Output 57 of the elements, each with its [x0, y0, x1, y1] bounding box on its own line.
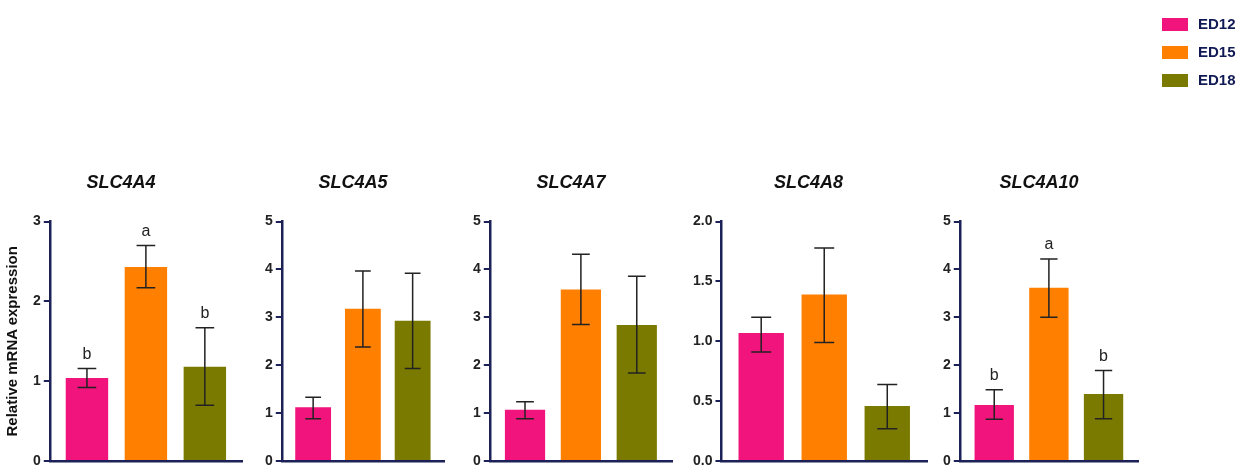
- annotation: b: [200, 304, 210, 322]
- bar: [738, 332, 784, 460]
- legend-label: ED12: [1198, 15, 1236, 33]
- y-tick-label: 0: [942, 451, 951, 468]
- y-tick-label: 0.5: [692, 392, 713, 409]
- y-tick-label: 1: [942, 403, 951, 420]
- y-tick-label: 2: [472, 356, 481, 373]
- y-tick-label: 4: [942, 260, 951, 277]
- y-tick-label: 1: [264, 403, 273, 420]
- y-tick-label: 0: [264, 451, 273, 468]
- annotation: a: [1044, 235, 1054, 253]
- y-tick-label: 5: [942, 212, 951, 229]
- y-tick-label: 3: [264, 308, 273, 325]
- y-tick-label: 1: [32, 372, 41, 389]
- y-tick-label: 0.0: [692, 451, 713, 468]
- y-tick-label: 2: [32, 292, 41, 309]
- annotation: b: [1099, 346, 1109, 364]
- bar: [124, 267, 168, 460]
- annotation: b: [989, 366, 999, 384]
- chart-title: SLC4A10: [999, 171, 1079, 192]
- legend-label: ED15: [1198, 43, 1236, 61]
- chart-title: SLC4A8: [773, 171, 844, 192]
- y-tick-label: 4: [264, 260, 273, 277]
- y-tick-label: 0: [32, 451, 41, 468]
- y-tick-label: 2.0: [692, 212, 713, 229]
- chart-title: SLC4A7: [536, 171, 607, 192]
- bar: [1029, 287, 1069, 460]
- y-tick-label: 2: [942, 356, 951, 373]
- bar: [295, 407, 332, 460]
- bar: [801, 294, 847, 460]
- y-axis-title: Relative mRNA expression: [3, 246, 21, 437]
- bar: [1083, 393, 1124, 460]
- y-tick-label: 1.0: [692, 332, 713, 349]
- bar: [394, 320, 431, 460]
- bar: [864, 405, 910, 460]
- y-tick-label: 3: [942, 308, 951, 325]
- chart-title: SLC4A5: [318, 171, 389, 192]
- chart-title: SLC4A4: [86, 171, 156, 192]
- annotation: b: [82, 344, 92, 362]
- y-tick-label: 5: [472, 212, 481, 229]
- y-tick-label: 3: [32, 212, 41, 229]
- y-tick-label: 3: [472, 308, 481, 325]
- y-tick-label: 1: [472, 403, 481, 420]
- y-tick-label: 2: [264, 356, 273, 373]
- bar: [344, 308, 381, 460]
- y-tick-label: 5: [264, 212, 273, 229]
- bar: [616, 325, 657, 460]
- y-tick-label: 1.5: [692, 272, 713, 289]
- y-tick-label: 4: [472, 260, 481, 277]
- bar: [504, 409, 546, 460]
- bar: [183, 366, 227, 460]
- y-tick-label: 0: [472, 451, 481, 468]
- legend-label: ED18: [1198, 71, 1236, 89]
- bar: [974, 404, 1014, 460]
- annotation: a: [141, 221, 151, 239]
- bar: [65, 378, 109, 460]
- bar: [560, 289, 602, 460]
